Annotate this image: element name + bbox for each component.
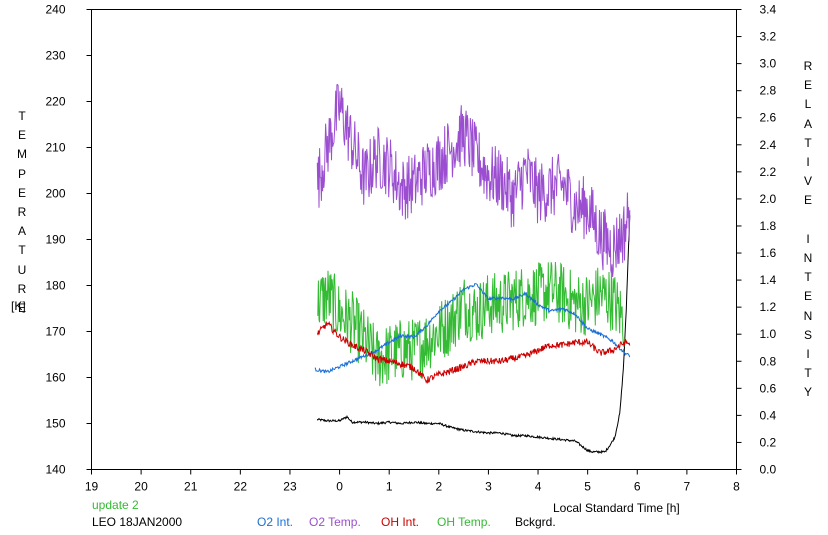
x-tick-label: 2 <box>435 480 442 494</box>
x-tick-label: 6 <box>634 480 641 494</box>
y-left-tick-label: 150 <box>45 417 65 431</box>
series-layer <box>314 83 631 455</box>
y-right-tick-label: 2.8 <box>760 84 777 98</box>
legend-bckgrd: Bckgrd. <box>515 515 556 529</box>
axis-title-letter: M <box>17 147 27 162</box>
x-tick-label: 20 <box>134 480 148 494</box>
axis-title-letter: A <box>803 116 812 131</box>
y-right-tick-label: 2.2 <box>760 165 777 179</box>
y-right-tick-label: 0.6 <box>760 381 777 395</box>
y-left-tick-label: 200 <box>45 187 65 201</box>
y-left-tick-label: 210 <box>45 141 65 155</box>
x-tick-label: 23 <box>283 480 297 494</box>
axis-title-letter: P <box>17 166 26 181</box>
x-tick-label: 8 <box>733 480 740 494</box>
series-line-o2-int <box>314 282 631 374</box>
x-tick-label: 3 <box>485 480 492 494</box>
axis-title-letter: T <box>18 109 26 123</box>
series-line-o2-temp <box>316 83 631 278</box>
y-right-tick-label: 0.0 <box>760 463 777 477</box>
y-right-tick-label: 0.2 <box>760 435 777 449</box>
series-line-bckgrd <box>316 215 631 455</box>
axis-title-letter: R <box>803 59 813 73</box>
axis-title-letter <box>798 211 818 230</box>
x-axis-title: Local Standard Time [h] <box>553 501 680 515</box>
axis-title-letter: N <box>803 308 813 323</box>
station-date-label: LEO 18JAN2000 <box>92 515 183 529</box>
axis-title-letter: R <box>17 205 27 220</box>
y-right-tick-label: 1.2 <box>760 300 777 314</box>
x-tick-label: 1 <box>386 480 393 494</box>
x-tick-label: 19 <box>85 480 99 494</box>
axis-title-letter: T <box>804 270 812 285</box>
axis-title-letter: L <box>804 97 812 112</box>
x-tick-label: 7 <box>684 480 691 494</box>
axis-title-letter: A <box>17 224 26 239</box>
y-right-tick-label: 3.0 <box>760 57 777 71</box>
legend-oh-int: OH Int. <box>381 515 420 529</box>
x-tick-label: 4 <box>535 480 542 494</box>
y-right-tick-label: 1.6 <box>760 246 777 260</box>
y-left-tick-label: 240 <box>45 3 65 17</box>
y-right-tick-label: 3.4 <box>760 3 777 17</box>
axis-title-letter: E <box>803 193 812 208</box>
axis-title-letter: T <box>804 135 812 150</box>
x-tick-label: 0 <box>336 480 343 494</box>
update-label: update 2 <box>92 498 139 512</box>
axis-title-letter: I <box>806 155 810 170</box>
y-right-tick-label: 2.0 <box>760 192 777 206</box>
y-left-tick-label: 160 <box>45 371 65 385</box>
x-tick-label: 22 <box>234 480 248 494</box>
axis-title-letter: E <box>17 185 26 200</box>
series-line-oh-int <box>316 320 631 385</box>
y-right-tick-label: 1.0 <box>760 327 777 341</box>
x-tick-label: 21 <box>184 480 198 494</box>
axis-title-letter: T <box>18 243 26 258</box>
left-axis-unit: [K] <box>11 299 26 313</box>
axis-title-letter: R <box>17 281 27 296</box>
y-left-tick-label: 230 <box>45 49 65 63</box>
legend-o2-temp: O2 Temp. <box>309 515 361 529</box>
axis-title-letter: E <box>803 78 812 93</box>
y-left-tick-label: 190 <box>45 233 65 247</box>
y-right-tick-label: 1.4 <box>760 273 777 287</box>
y-right-tick-label: 1.8 <box>760 219 777 233</box>
y-left-tick-label: 170 <box>45 325 65 339</box>
y-right-tick-label: 2.6 <box>760 111 777 125</box>
axis-title-letter: T <box>804 366 812 381</box>
axis-title-letter: E <box>803 289 812 304</box>
axis-ticks: 19 20 21 22 23 0 1 2 3 4 5 6 7 8240230220210200190180… <box>45 3 776 494</box>
y-left-tick-label: 180 <box>45 279 65 293</box>
series-line-oh-temp <box>317 261 625 387</box>
axis-title-letter: I <box>806 231 810 246</box>
axis-title-letter: Y <box>803 385 812 400</box>
axis-title-letter: N <box>803 251 813 266</box>
y-right-tick-label: 0.8 <box>760 354 777 368</box>
y-right-tick-label: 3.2 <box>760 30 777 44</box>
axis-title-letter: E <box>17 301 26 316</box>
y-left-tick-label: 140 <box>45 463 65 477</box>
axis-title-letter: I <box>806 347 810 362</box>
y-right-tick-label: 0.4 <box>760 408 777 422</box>
legend-o2-int: O2 Int. <box>257 515 294 529</box>
axis-title-letter: U <box>17 262 27 277</box>
plot-frame <box>91 9 737 470</box>
axis-title-letter: E <box>17 128 26 143</box>
y-right-tick-label: 2.4 <box>760 138 777 152</box>
axis-title-letter: V <box>803 174 812 189</box>
legend-oh-temp: OH Temp. <box>437 515 491 529</box>
y-left-tick-label: 220 <box>45 95 65 109</box>
x-tick-label: 5 <box>584 480 591 494</box>
axis-title-letter: S <box>803 327 812 342</box>
